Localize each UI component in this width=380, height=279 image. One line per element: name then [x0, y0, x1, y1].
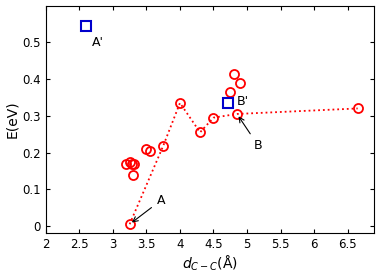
- Text: A': A': [92, 36, 103, 49]
- Text: A: A: [133, 194, 165, 222]
- X-axis label: $d_{C-C}$(Å): $d_{C-C}$(Å): [182, 254, 238, 273]
- Text: B': B': [236, 95, 249, 108]
- Text: B: B: [239, 117, 262, 152]
- Y-axis label: E(eV): E(eV): [6, 101, 19, 138]
